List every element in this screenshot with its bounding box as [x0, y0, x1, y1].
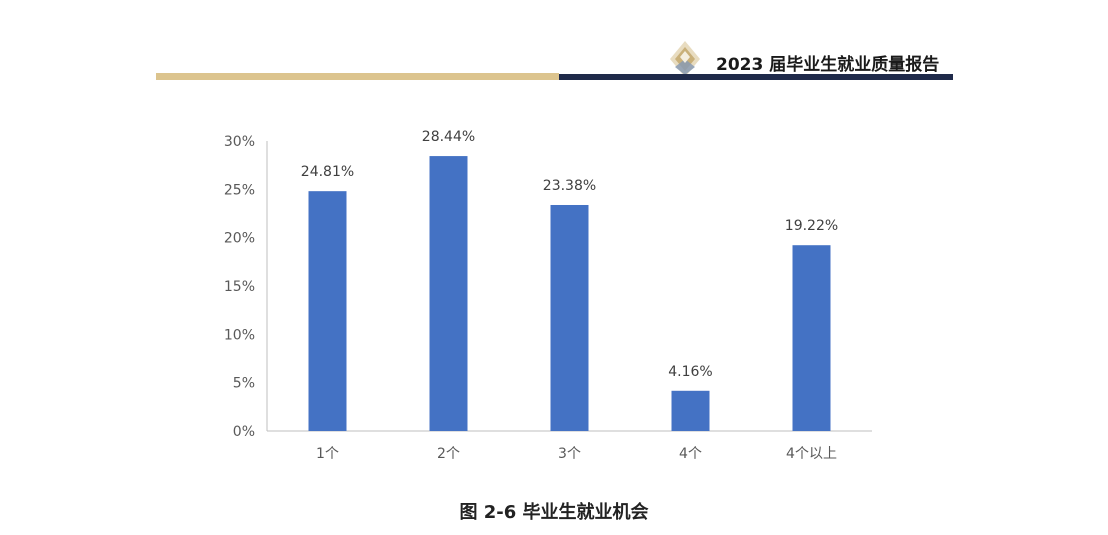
- data-label: 23.38%: [543, 178, 596, 194]
- y-tick-label: 30%: [224, 134, 255, 150]
- figure-caption: 图 2-6 毕业生就业机会: [459, 502, 649, 523]
- data-label: 4.16%: [668, 364, 712, 380]
- y-tick-label: 15%: [224, 279, 255, 295]
- y-tick-label: 0%: [233, 424, 255, 440]
- data-label: 24.81%: [301, 164, 354, 180]
- y-tick-label: 10%: [224, 327, 255, 343]
- report-title: 2023 届毕业生就业质量报告: [716, 55, 940, 75]
- y-tick-label: 25%: [224, 182, 255, 198]
- bar-chart: 0% 5% 10% 15% 20% 25% 30% 1个 2个 3个 4个 4个以上 24.81% 2…: [224, 129, 872, 462]
- header-rule-gold: [156, 73, 559, 80]
- data-label: 28.44%: [422, 129, 475, 145]
- bar: [429, 156, 468, 431]
- data-label: 19.22%: [785, 218, 838, 234]
- bar: [308, 191, 347, 431]
- x-tick-label: 2个: [437, 446, 460, 462]
- x-tick-label: 4个: [679, 446, 702, 462]
- x-tick-label: 1个: [316, 446, 339, 462]
- diamond-logo-icon: [670, 41, 700, 77]
- y-tick-label: 5%: [233, 376, 255, 392]
- header-rule-navy: [559, 74, 953, 80]
- bar: [671, 390, 710, 431]
- bar: [550, 204, 589, 431]
- y-tick-label: 20%: [224, 231, 255, 247]
- x-tick-label: 4个以上: [786, 446, 837, 462]
- bar: [792, 245, 831, 431]
- x-tick-label: 3个: [558, 446, 581, 462]
